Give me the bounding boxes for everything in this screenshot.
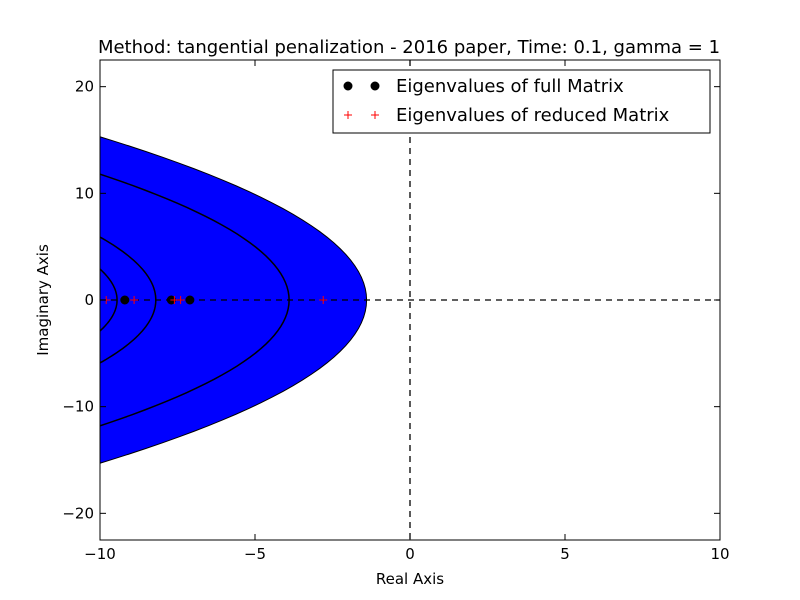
y-tick-label: 20 bbox=[75, 78, 94, 96]
y-tick-label: −10 bbox=[62, 398, 94, 416]
y-tick-label: 10 bbox=[75, 184, 94, 202]
legend: Eigenvalues of full Matrix Eigenvalues of… bbox=[332, 69, 711, 134]
reduced-matrix-eigenvalue-point bbox=[176, 296, 185, 304]
x-axis-label: Real Axis bbox=[376, 570, 444, 588]
x-tick-label: 5 bbox=[560, 545, 570, 563]
x-tick-label: 0 bbox=[405, 545, 415, 563]
reduced-matrix-eigenvalue-point bbox=[130, 296, 139, 304]
y-tick-label: 0 bbox=[84, 291, 94, 309]
x-tick-label: −5 bbox=[244, 545, 266, 563]
full-matrix-eigenvalue-point bbox=[120, 295, 130, 305]
legend-marker bbox=[343, 81, 353, 91]
chart-title: Method: tangential penalization - 2016 p… bbox=[98, 37, 720, 58]
x-tick-label: −10 bbox=[84, 545, 116, 563]
full-matrix-eigenvalue-point bbox=[185, 295, 195, 305]
legend-entry-label: Eigenvalues of reduced Matrix bbox=[396, 105, 670, 126]
contour-line bbox=[100, 268, 118, 332]
x-tick-label: 10 bbox=[710, 545, 729, 563]
legend-entry-label: Eigenvalues of full Matrix bbox=[396, 76, 624, 97]
legend-marker bbox=[370, 81, 380, 91]
legend-marker bbox=[344, 111, 352, 119]
reduced-matrix-eigenvalue-point bbox=[319, 296, 328, 304]
legend-box bbox=[332, 69, 711, 134]
y-axis-label: Imaginary Axis bbox=[34, 244, 52, 356]
legend-marker bbox=[371, 111, 379, 119]
y-tick-label: −20 bbox=[62, 504, 94, 522]
